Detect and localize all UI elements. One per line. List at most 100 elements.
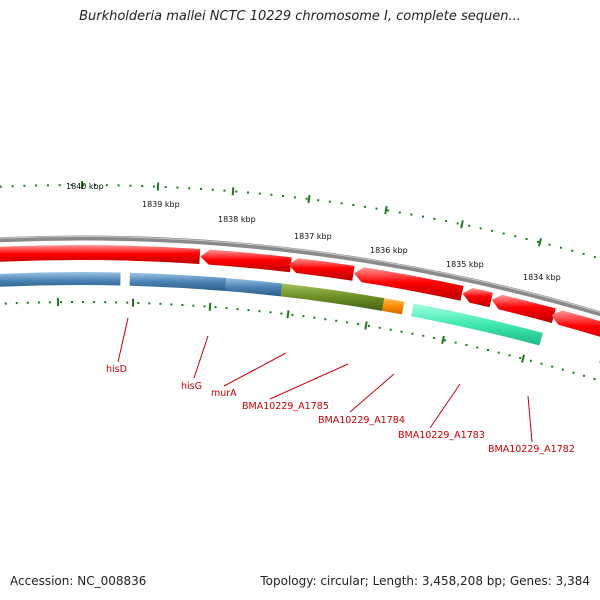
ruler-dot [410, 213, 413, 216]
ruler-dot [23, 184, 26, 187]
kbp-label: 1834 kbp [523, 273, 561, 282]
cds-arrow [551, 310, 600, 337]
kbp-label: 1840 kbp [66, 182, 104, 191]
ruler-dot [70, 184, 73, 186]
lower-dot [26, 301, 29, 304]
lower-dot [269, 311, 272, 314]
kbp-label: 1837 kbp [294, 232, 332, 241]
lower-dot [508, 354, 511, 357]
lower-dot [357, 323, 359, 326]
lower-dot [519, 357, 522, 359]
lower-dot [454, 341, 457, 344]
lower-dot [126, 301, 129, 304]
gene-label: hisD [106, 364, 127, 375]
lower-dot [159, 302, 162, 305]
lower-dot [247, 309, 250, 312]
ruler-dot [176, 186, 179, 189]
lower-dot [181, 304, 184, 306]
ruler-dot [582, 252, 585, 255]
lower-dot [302, 315, 305, 318]
ruler-dot [502, 232, 505, 235]
lower-dot [411, 332, 414, 335]
label-leader-line [193, 335, 209, 379]
ruler-dot [571, 249, 574, 252]
feature-block [129, 272, 227, 291]
ruler-dot [352, 204, 355, 206]
ruler-dot [445, 220, 448, 223]
ruler-major-tick [307, 194, 311, 204]
ruler-dot [548, 243, 551, 246]
backbone-highlight [0, 236, 600, 313]
lower-dot [465, 344, 468, 346]
lower-dot [389, 328, 392, 331]
kbp-label: 1838 kbp [218, 215, 256, 224]
ruler-major-tick [231, 187, 235, 196]
label-leader-line [269, 363, 349, 400]
ruler-dot [94, 184, 97, 187]
cds-arrow [0, 245, 201, 264]
kbp-label: 1839 kbp [142, 200, 180, 209]
label-leader-line [117, 317, 129, 363]
cds-arrow [288, 258, 355, 281]
ruler-dot [35, 184, 38, 187]
ruler-dot [11, 185, 14, 188]
feature-block [411, 303, 543, 346]
feature-track [0, 245, 600, 363]
feature-block [280, 283, 385, 311]
lower-major-tick [364, 321, 368, 330]
lower-dot [313, 316, 316, 319]
ruler-dot [270, 193, 273, 196]
gene-label: BMA10229_A1782 [488, 444, 575, 455]
ruler-dot [293, 196, 296, 199]
ruler-dot [200, 187, 202, 190]
ruler-dot [211, 188, 214, 191]
lower-dot [37, 301, 40, 304]
lower-dot [148, 302, 151, 305]
lower-dot [115, 301, 118, 304]
lower-dot [291, 313, 294, 316]
ruler-dot [58, 184, 61, 187]
ruler-dot [514, 235, 517, 238]
ruler-dot [223, 189, 226, 192]
ruler-dot [117, 184, 120, 187]
ruler-major-tick [460, 220, 464, 229]
lower-dot [225, 307, 228, 310]
kbp-label: 1836 kbp [370, 246, 408, 255]
lower-dot [561, 368, 564, 371]
ruler-dot [235, 190, 238, 193]
lower-dot [540, 362, 543, 365]
lower-dot [214, 306, 217, 309]
ruler-dot [422, 215, 424, 218]
feature-block [225, 278, 283, 297]
ruler-dot [0, 185, 2, 188]
ruler-dot [398, 211, 401, 214]
ruler-major-tick [538, 238, 542, 247]
lower-dot [346, 321, 349, 324]
lower-dot [280, 312, 283, 315]
gene-label: BMA10229_A1784 [318, 415, 405, 426]
lower-dot [378, 326, 381, 329]
lower-dot [15, 302, 18, 305]
lower-dot [551, 365, 554, 368]
ruler-major-tick [384, 206, 388, 215]
lower-dot [82, 301, 85, 303]
lower-major-tick [521, 354, 525, 363]
lower-dot [170, 303, 173, 306]
lower-dot [593, 378, 596, 380]
cds-arrow [354, 267, 464, 301]
ruler-dot [82, 184, 85, 186]
ruler-dot [468, 224, 471, 227]
lower-dot [104, 301, 107, 304]
ruler-dot [363, 205, 366, 208]
ruler-dot [375, 207, 378, 210]
lower-dot [422, 334, 425, 337]
lower-dot [497, 351, 500, 354]
ruler-dot [537, 240, 539, 243]
ruler-dot [479, 227, 482, 230]
lower-major-tick [441, 335, 445, 345]
ruler-dot [340, 202, 343, 205]
ruler-dot [188, 187, 191, 190]
label-leader-line [429, 383, 461, 429]
gene-label: BMA10229_A1783 [398, 430, 485, 441]
